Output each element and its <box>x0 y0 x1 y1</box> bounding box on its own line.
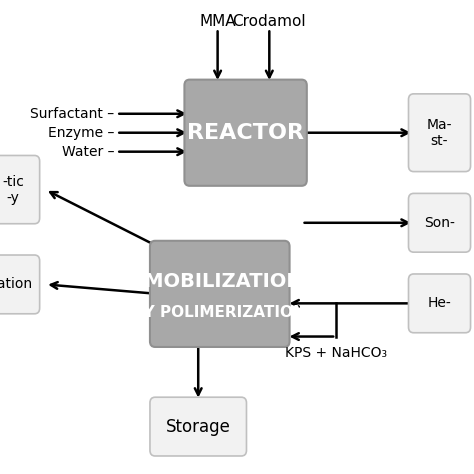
Text: Storage: Storage <box>166 418 231 436</box>
Text: -ation: -ation <box>0 277 33 292</box>
FancyBboxPatch shape <box>184 80 307 186</box>
FancyBboxPatch shape <box>0 155 40 224</box>
Text: Crodamol: Crodamol <box>233 14 306 29</box>
Text: Water –: Water – <box>62 145 114 159</box>
Text: -tic
-y: -tic -y <box>2 174 24 205</box>
Text: Ma-
st-: Ma- st- <box>427 118 452 148</box>
FancyBboxPatch shape <box>409 274 471 333</box>
Text: Surfactant –: Surfactant – <box>30 107 114 121</box>
FancyBboxPatch shape <box>409 193 471 252</box>
Text: He-: He- <box>428 296 451 310</box>
Text: IMOBILIZATION: IMOBILIZATION <box>137 272 302 291</box>
Text: Son-: Son- <box>424 216 455 230</box>
FancyBboxPatch shape <box>150 397 246 456</box>
Text: MMA: MMA <box>199 14 236 29</box>
FancyBboxPatch shape <box>409 94 471 172</box>
Text: KPS + NaHCO₃: KPS + NaHCO₃ <box>285 346 387 360</box>
Text: (BY POLIMERIZATION): (BY POLIMERIZATION) <box>127 305 313 320</box>
FancyBboxPatch shape <box>0 255 40 314</box>
Text: REACTOR: REACTOR <box>187 123 304 143</box>
Text: Enzyme –: Enzyme – <box>48 126 114 140</box>
FancyBboxPatch shape <box>150 241 290 347</box>
